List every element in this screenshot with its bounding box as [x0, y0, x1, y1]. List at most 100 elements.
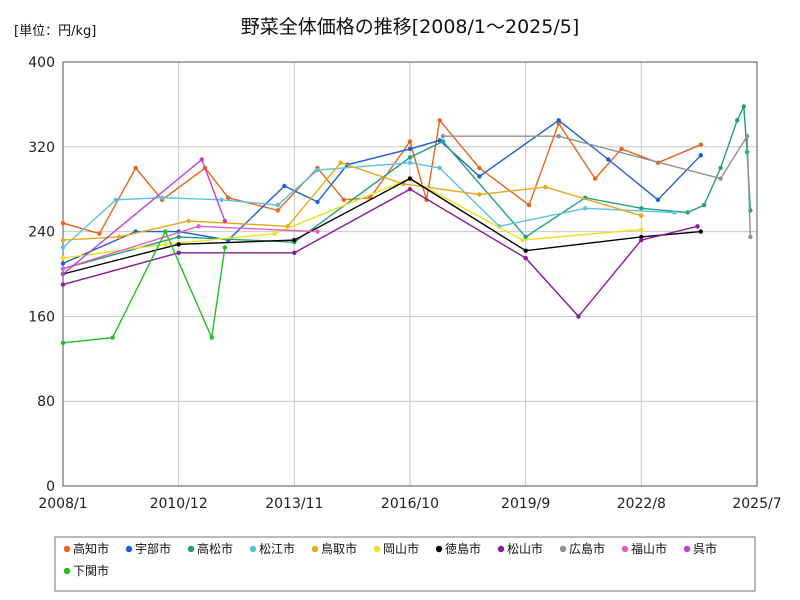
series-3	[60, 160, 677, 250]
data-point	[526, 202, 532, 208]
data-point	[60, 340, 66, 346]
legend-label: 下関市	[73, 563, 109, 578]
data-point	[60, 282, 66, 287]
y-tick-label: 80	[37, 394, 55, 410]
legend-label: 広島市	[569, 541, 605, 556]
data-point	[209, 335, 214, 340]
legend-item: 呉市	[683, 541, 717, 556]
data-point	[639, 206, 644, 211]
data-point	[407, 176, 413, 181]
series-line	[62, 177, 642, 259]
legend-item: 鳥取市	[311, 541, 357, 556]
x-tick-label: 2022/8	[617, 496, 666, 512]
data-point	[196, 224, 201, 229]
x-tick-label: 2008/1	[38, 496, 87, 512]
x-tick-label: 2016/10	[381, 496, 439, 512]
legend-marker	[373, 545, 381, 553]
data-point	[655, 197, 661, 202]
chart-title: 野菜全体価格の推移[2008/1～2025/5]	[241, 16, 580, 38]
legend-marker	[63, 545, 71, 553]
legend-box	[54, 536, 756, 592]
data-point	[275, 208, 280, 213]
data-point	[672, 210, 677, 215]
series-7	[60, 187, 700, 319]
data-point	[741, 104, 746, 109]
legend-item: 松山市	[497, 541, 543, 556]
legend-marker	[311, 545, 319, 553]
legend-item: 広島市	[559, 541, 605, 556]
legend-marker	[683, 545, 691, 553]
legend-item: 徳島市	[435, 541, 481, 556]
legend-label: 高知市	[73, 541, 109, 556]
legend-label: 松江市	[259, 541, 295, 556]
series-0	[60, 118, 703, 236]
data-point	[523, 248, 528, 253]
data-point	[695, 224, 700, 229]
data-point	[698, 142, 703, 147]
series-line	[62, 229, 226, 344]
data-point	[639, 234, 644, 240]
data-point	[592, 176, 598, 181]
data-point	[407, 139, 413, 144]
data-point	[556, 121, 561, 126]
data-point	[477, 192, 482, 197]
data-point	[619, 146, 624, 152]
series-1	[60, 118, 703, 266]
y-tick-label: 160	[28, 309, 55, 325]
data-point	[341, 197, 347, 202]
data-point	[159, 195, 165, 200]
data-point	[292, 250, 297, 255]
data-point	[97, 231, 102, 236]
y-tick-label: 320	[28, 140, 55, 156]
legend-marker	[187, 545, 195, 553]
data-point	[523, 234, 528, 240]
data-point	[440, 134, 446, 139]
data-point	[477, 165, 482, 171]
x-tick-label: 2013/11	[265, 496, 323, 512]
legend-item: 高知市	[63, 541, 109, 556]
data-point	[543, 184, 548, 190]
data-point	[186, 218, 191, 224]
data-point	[219, 197, 224, 202]
data-point	[60, 220, 66, 226]
data-point	[437, 138, 442, 143]
x-tick-label: 2025/7	[732, 496, 781, 512]
series-line	[62, 188, 698, 318]
legend-marker	[249, 545, 257, 553]
y-axis: 0 80 160 240 320 400	[28, 55, 55, 495]
data-point	[226, 195, 231, 200]
legend-item: 下関市	[63, 563, 109, 578]
data-point	[199, 157, 204, 162]
data-point	[407, 187, 413, 192]
series-line	[62, 118, 702, 235]
legend-marker	[559, 545, 567, 553]
x-axis: 2008/1 2010/12 2013/11 2016/10 2019/9 2022/8 2…	[38, 496, 781, 512]
series-9	[60, 224, 320, 271]
data-point	[176, 234, 181, 240]
data-point	[685, 210, 690, 215]
data-point	[163, 229, 168, 234]
data-point	[440, 139, 446, 144]
y-tick-label: 0	[46, 479, 55, 495]
legend-item: 岡山市	[373, 541, 419, 556]
data-point	[556, 118, 561, 123]
data-point	[133, 165, 138, 171]
data-point	[523, 255, 528, 261]
data-point	[744, 134, 750, 139]
data-point	[701, 202, 707, 208]
series-layer	[60, 103, 753, 346]
unit-label: [単位：円/kg]	[14, 23, 96, 39]
data-point	[718, 176, 723, 181]
data-point	[338, 160, 343, 165]
series-4	[60, 160, 644, 243]
data-point	[639, 227, 644, 232]
data-point	[60, 255, 66, 261]
data-point	[176, 242, 181, 247]
legend-marker	[63, 567, 71, 575]
data-point	[222, 218, 228, 224]
series-6	[60, 176, 703, 277]
data-point	[639, 237, 644, 243]
data-point	[60, 245, 66, 250]
y-tick-label: 400	[28, 55, 55, 71]
